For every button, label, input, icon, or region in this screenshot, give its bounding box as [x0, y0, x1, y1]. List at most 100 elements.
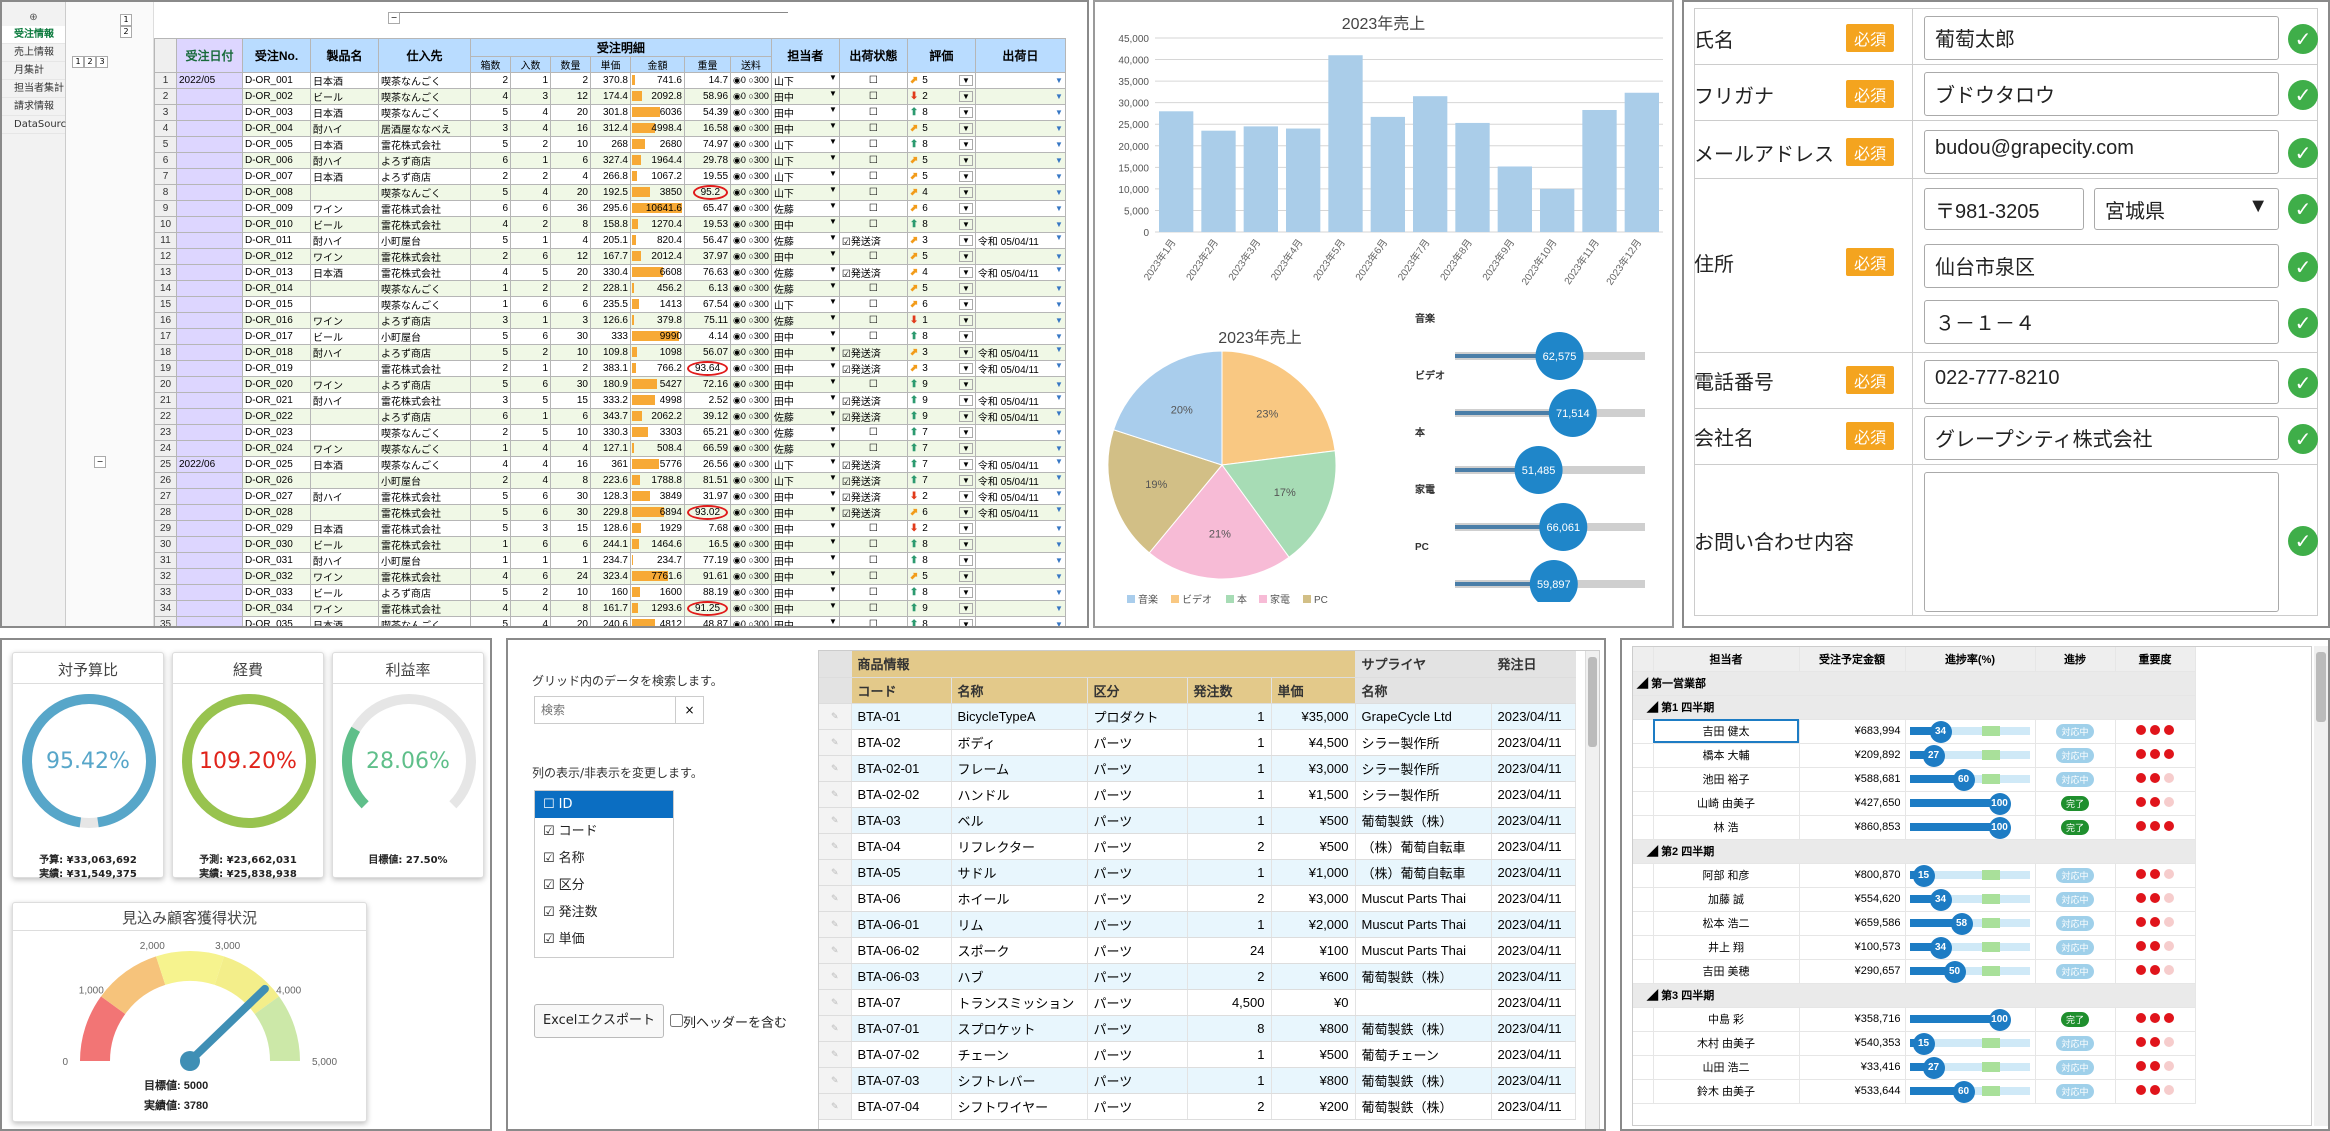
collapse-icon[interactable]: ◢ [1647, 846, 1662, 858]
col-header-date[interactable]: 受注日付 [176, 38, 243, 73]
checkbox-icon[interactable]: ☑ [841, 413, 851, 424]
shipping-cell[interactable]: ◉0 ○300 [730, 584, 772, 601]
type-cell[interactable]: パーツ [1087, 885, 1188, 912]
amount-cell[interactable]: ¥659,586 [1799, 911, 1906, 936]
qty-cell[interactable]: 2 [1187, 963, 1272, 990]
dropdown-icon[interactable]: ▼ [828, 153, 837, 163]
numeric-cell[interactable]: 10 [550, 424, 591, 441]
supplier-cell[interactable]: 喫茶なんごく [378, 104, 471, 121]
corner-cell[interactable] [154, 38, 177, 73]
ship-status-cell[interactable]: ☐ [838, 440, 908, 457]
eval-cell[interactable]: ⬈ 3 ▼ [906, 344, 976, 361]
numeric-cell[interactable]: 1 [470, 280, 511, 297]
amount-cell[interactable]: 5776 [630, 456, 685, 473]
numeric-cell[interactable]: 361 [590, 456, 631, 473]
shipping-cell[interactable]: ◉0 ○300 [730, 296, 772, 313]
name-cell[interactable]: チェーン [951, 1041, 1088, 1068]
amount-cell[interactable]: 10641.6 [630, 200, 685, 217]
supplier-cell[interactable]: 雷花株式会社 [378, 392, 471, 409]
product-cell[interactable]: 日本酒 [310, 168, 379, 185]
ship-date-cell[interactable]: ▼ [974, 88, 1066, 105]
order-date-cell[interactable] [176, 248, 243, 265]
amount-cell[interactable]: 2092.8 [630, 88, 685, 105]
order-no-cell[interactable]: D-OR_021 [242, 392, 311, 409]
dropdown-icon[interactable]: ▼ [828, 585, 837, 595]
sheet-tab[interactable]: 受注情報 [2, 26, 65, 44]
row-number[interactable]: 22 [154, 408, 177, 425]
subgroup-header[interactable]: ◢ 第2 四半期 [1633, 839, 2196, 864]
weight-cell[interactable]: 65.21 [683, 424, 732, 441]
numeric-cell[interactable]: 5 [470, 488, 511, 505]
radio-icon[interactable]: ◉0 ○ [733, 523, 754, 533]
dropdown-icon[interactable]: ▼ [1054, 233, 1063, 243]
row-number[interactable]: 29 [154, 520, 177, 537]
amount-cell[interactable]: 820.4 [630, 232, 685, 249]
code-cell[interactable]: BTA-06-03 [851, 963, 952, 990]
amount-cell[interactable]: ¥800,870 [1799, 863, 1906, 888]
order-no-cell[interactable]: D-OR_003 [242, 104, 311, 121]
progress-col-header[interactable]: 進捗 [2035, 647, 2116, 672]
spinner-icon[interactable]: ▼ [958, 219, 973, 230]
person-cell[interactable]: 山下 ▼ [770, 152, 840, 169]
order-date-cell[interactable] [176, 312, 243, 329]
row-handle[interactable]: ✎ [819, 963, 852, 990]
qty-cell[interactable]: 24 [1187, 937, 1272, 964]
numeric-cell[interactable]: 228.1 [590, 280, 631, 297]
dropdown-icon[interactable]: ▼ [1054, 265, 1063, 275]
numeric-cell[interactable]: 343.7 [590, 408, 631, 425]
order-date-cell[interactable] [176, 360, 243, 377]
row-number[interactable]: 28 [154, 504, 177, 521]
code-cell[interactable]: BTA-03 [851, 807, 952, 834]
spinner-icon[interactable]: ▼ [958, 571, 973, 582]
ship-date-cell[interactable]: ▼ [974, 440, 1066, 457]
code-cell[interactable]: BTA-02-01 [851, 755, 952, 782]
group-header[interactable]: ◢ 第一営業部 [1633, 671, 2196, 696]
numeric-cell[interactable]: 2 [550, 280, 591, 297]
weight-cell[interactable]: 95.2 [683, 184, 732, 201]
progress-cell[interactable]: 27 [1905, 743, 2036, 768]
person-cell[interactable]: 木村 由美子 [1653, 1031, 1800, 1056]
price-cell[interactable]: ¥500 [1271, 833, 1356, 860]
dropdown-icon[interactable]: ▼ [1054, 361, 1063, 371]
spinner-icon[interactable]: ▼ [958, 459, 973, 470]
type-cell[interactable]: パーツ [1087, 1015, 1188, 1042]
numeric-cell[interactable]: 223.6 [590, 472, 631, 489]
eval-cell[interactable]: ⬈ 3 ▼ [906, 360, 976, 377]
col-header-sub[interactable]: 重量 [683, 56, 732, 73]
numeric-cell[interactable]: 4 [470, 456, 511, 473]
supplier-cell[interactable]: 雷花株式会社 [378, 200, 471, 217]
ship-date-cell[interactable]: ▼ [974, 104, 1066, 121]
qty-cell[interactable]: 1 [1187, 781, 1272, 808]
supplier-cell[interactable]: GrapeCycle Ltd [1355, 703, 1492, 730]
ship-date-cell[interactable]: ▼ [974, 616, 1066, 626]
order-date-cell[interactable] [176, 280, 243, 297]
supplier-cell[interactable]: 葡萄製鉄（株） [1355, 1067, 1492, 1094]
sheet-row[interactable]: 5 D-OR_005 日本酒 雷花株式会社 5 2 10 268 2680 74.97 ◉0 ○30… [154, 136, 1066, 153]
order-no-cell[interactable]: D-OR_018 [242, 344, 311, 361]
product-cell[interactable]: 酎ハイ [310, 392, 379, 409]
ship-date-cell[interactable]: ▼ [974, 136, 1066, 153]
shipping-cell[interactable]: ◉0 ○300 [730, 568, 772, 585]
dropdown-icon[interactable]: ▼ [828, 249, 837, 259]
person-cell[interactable]: 田中 ▼ [770, 616, 840, 626]
eval-cell[interactable]: ⬆ 8 ▼ [906, 616, 976, 626]
name-cell[interactable]: シフトレバー [951, 1067, 1088, 1094]
weight-cell[interactable]: 72.16 [683, 376, 732, 393]
code-cell[interactable]: BTA-06 [851, 885, 952, 912]
eval-cell[interactable]: ⬈ 3 ▼ [906, 232, 976, 249]
numeric-cell[interactable]: 229.8 [590, 504, 631, 521]
order-date-cell[interactable] [176, 200, 243, 217]
sheet-row[interactable]: 27 D-OR_027 酎ハイ 雷花株式会社 5 6 30 128.3 3849 31.97 ◉0 … [154, 488, 1066, 505]
person-cell[interactable]: 井上 翔 [1653, 935, 1800, 960]
sheet-tab[interactable]: 請求情報 [2, 98, 65, 116]
ship-status-cell[interactable]: ☐ [838, 568, 908, 585]
numeric-cell[interactable]: 1 [510, 232, 551, 249]
row-number[interactable]: 8 [154, 184, 177, 201]
supplier-cell[interactable]: Muscut Parts Thai [1355, 937, 1492, 964]
dropdown-icon[interactable]: ▼ [828, 265, 837, 275]
row-number[interactable]: 15 [154, 296, 177, 313]
person-cell[interactable]: 田中 ▼ [770, 600, 840, 617]
name-cell[interactable]: ボディ [951, 729, 1088, 756]
row-header-corner[interactable] [1633, 647, 1654, 672]
amount-cell[interactable]: ¥427,650 [1799, 791, 1906, 816]
